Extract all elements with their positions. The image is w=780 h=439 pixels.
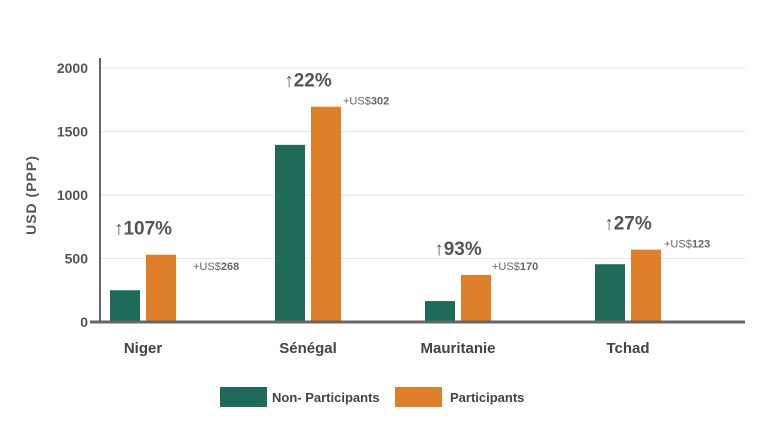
percent-increase-label: ↑22%	[284, 71, 332, 92]
legend: Non- Participants Participants	[220, 387, 524, 407]
percent-increase-label: ↑27%	[604, 214, 652, 235]
y-tick-label: 1000	[57, 187, 88, 203]
annotations: ↑107% +US$268 ↑22% +US$302 ↑93% +US$170 ↑27% +U…	[114, 71, 710, 273]
y-tick-labels: 0 500 1000 1500 2000	[57, 60, 88, 330]
usd-increase-label: +US$170	[492, 261, 538, 273]
category-label: Niger	[124, 340, 163, 357]
category-label: Sénégal	[279, 340, 337, 357]
bar-non-participants-2	[425, 301, 455, 322]
usd-increase-label: +US$302	[343, 96, 389, 108]
bar-non-participants-0	[110, 290, 140, 322]
legend-swatch	[220, 387, 267, 407]
bar-participants-1	[311, 106, 341, 322]
y-tick-label: 1500	[57, 124, 88, 140]
legend-swatch	[395, 387, 442, 407]
bar-participants-0	[146, 254, 176, 322]
legend-label: Non- Participants	[272, 390, 380, 405]
axes	[90, 58, 745, 324]
category-label: Tchad	[606, 340, 649, 357]
bar-participants-3	[631, 249, 661, 322]
y-tick-label: 2000	[57, 60, 88, 76]
usd-increase-label: +US$123	[664, 239, 710, 251]
y-tick-label: 0	[80, 314, 88, 330]
percent-increase-label: ↑107%	[114, 219, 172, 240]
bar-non-participants-3	[595, 264, 625, 322]
category-labels: Niger Sénégal Mauritanie Tchad	[124, 340, 650, 357]
bars	[110, 106, 661, 322]
percent-increase-label: ↑93%	[434, 239, 482, 260]
bar-non-participants-1	[275, 144, 305, 322]
bar-participants-2	[461, 275, 491, 322]
usd-increase-label: +US$268	[193, 261, 239, 273]
category-label: Mauritanie	[420, 340, 495, 357]
legend-label: Participants	[450, 390, 524, 405]
y-tick-label: 500	[65, 251, 89, 267]
y-axis-label: USD (PPP)	[23, 155, 39, 235]
